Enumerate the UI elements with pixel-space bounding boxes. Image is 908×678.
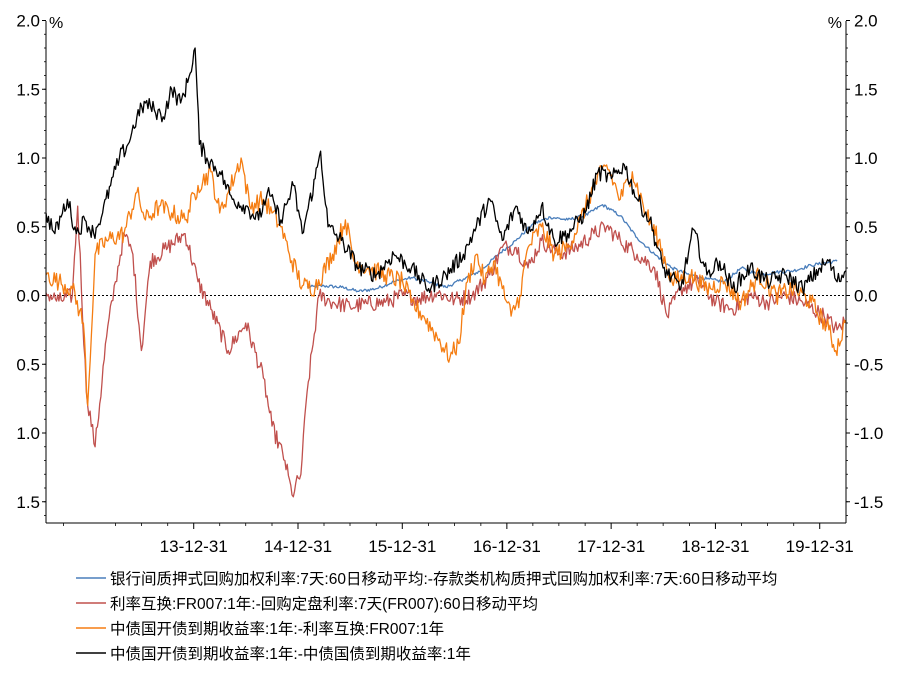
series-line-3 [45, 157, 847, 407]
axes: 2.0 2.0 1.5 1.5 1.0 1.0 0.5 0.5 0.0 0.0 0.5 -0.5 1.0… [16, 12, 883, 557]
y-tick-label-right: -1.5 [854, 493, 883, 512]
x-tick-label: 17-12-31 [577, 537, 645, 556]
legend-label-2: 利率互换:FR007:1年:-回购定盘利率:7天(FR007):60日移动平均 [110, 594, 538, 613]
legend: 银行间质押式回购加权利率:7天:60日移动平均:-存款类机构质押式回购加权利率:… [76, 570, 777, 663]
x-tick-label: 14-12-31 [264, 537, 332, 556]
y-tick-label-left: 1.0 [16, 149, 40, 168]
y-tick-label-right: 0.0 [854, 287, 878, 306]
x-tick-label: 19-12-31 [786, 537, 854, 556]
legend-label-1: 银行间质押式回购加权利率:7天:60日移动平均:-存款类机构质押式回购加权利率:… [110, 570, 777, 588]
y-tick-label-left: 0.5 [16, 218, 40, 237]
x-tick-label: 13-12-31 [160, 537, 228, 556]
y-tick-label-right: 2.0 [854, 12, 878, 31]
y-tick-label-left: 1.5 [16, 80, 40, 99]
unit-label-right: % [828, 15, 842, 32]
y-tick-label-right: 0.5 [854, 218, 878, 237]
legend-label-4: 中债国开债到期收益率:1年:-中债国债到期收益率:1年 [110, 645, 471, 663]
y-tick-label-right: 1.5 [854, 80, 878, 99]
y-tick-label-left: 0.5 [16, 355, 40, 374]
legend-label-3: 中债国开债到期收益率:1年:-利率互换:FR007:1年 [110, 620, 444, 638]
y-tick-label-left: 0.0 [16, 287, 40, 306]
x-tick-label: 16-12-31 [473, 537, 541, 556]
unit-label-left: % [49, 15, 63, 32]
series-line-2 [45, 205, 847, 498]
y-tick-label-left: 1.0 [16, 424, 40, 443]
y-tick-label-right: -1.0 [854, 424, 883, 443]
y-tick-label-right: -0.5 [854, 355, 883, 374]
x-tick-label: 15-12-31 [368, 537, 436, 556]
series-line-4 [45, 47, 847, 296]
y-tick-label-left: 2.0 [16, 12, 40, 31]
y-tick-label-left: 1.5 [16, 493, 40, 512]
y-tick-label-right: 1.0 [854, 149, 878, 168]
x-tick-label: 18-12-31 [681, 537, 749, 556]
plot-area [45, 47, 847, 498]
